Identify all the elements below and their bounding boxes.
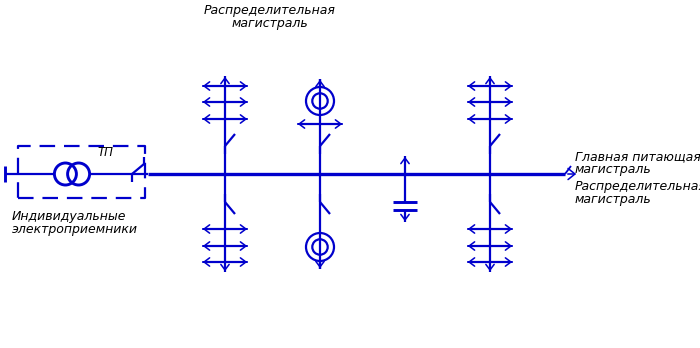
Text: Распределительная: Распределительная <box>575 180 700 193</box>
Text: магистраль: магистраль <box>232 17 309 30</box>
Text: электроприемники: электроприемники <box>12 223 138 236</box>
Text: ТП: ТП <box>97 146 113 159</box>
Text: Индивидуальные: Индивидуальные <box>12 210 127 223</box>
Text: магистраль: магистраль <box>575 163 652 176</box>
Text: магистраль: магистраль <box>575 193 652 206</box>
Text: Распределительная: Распределительная <box>204 4 336 17</box>
Text: Главная питающая: Главная питающая <box>575 150 700 163</box>
